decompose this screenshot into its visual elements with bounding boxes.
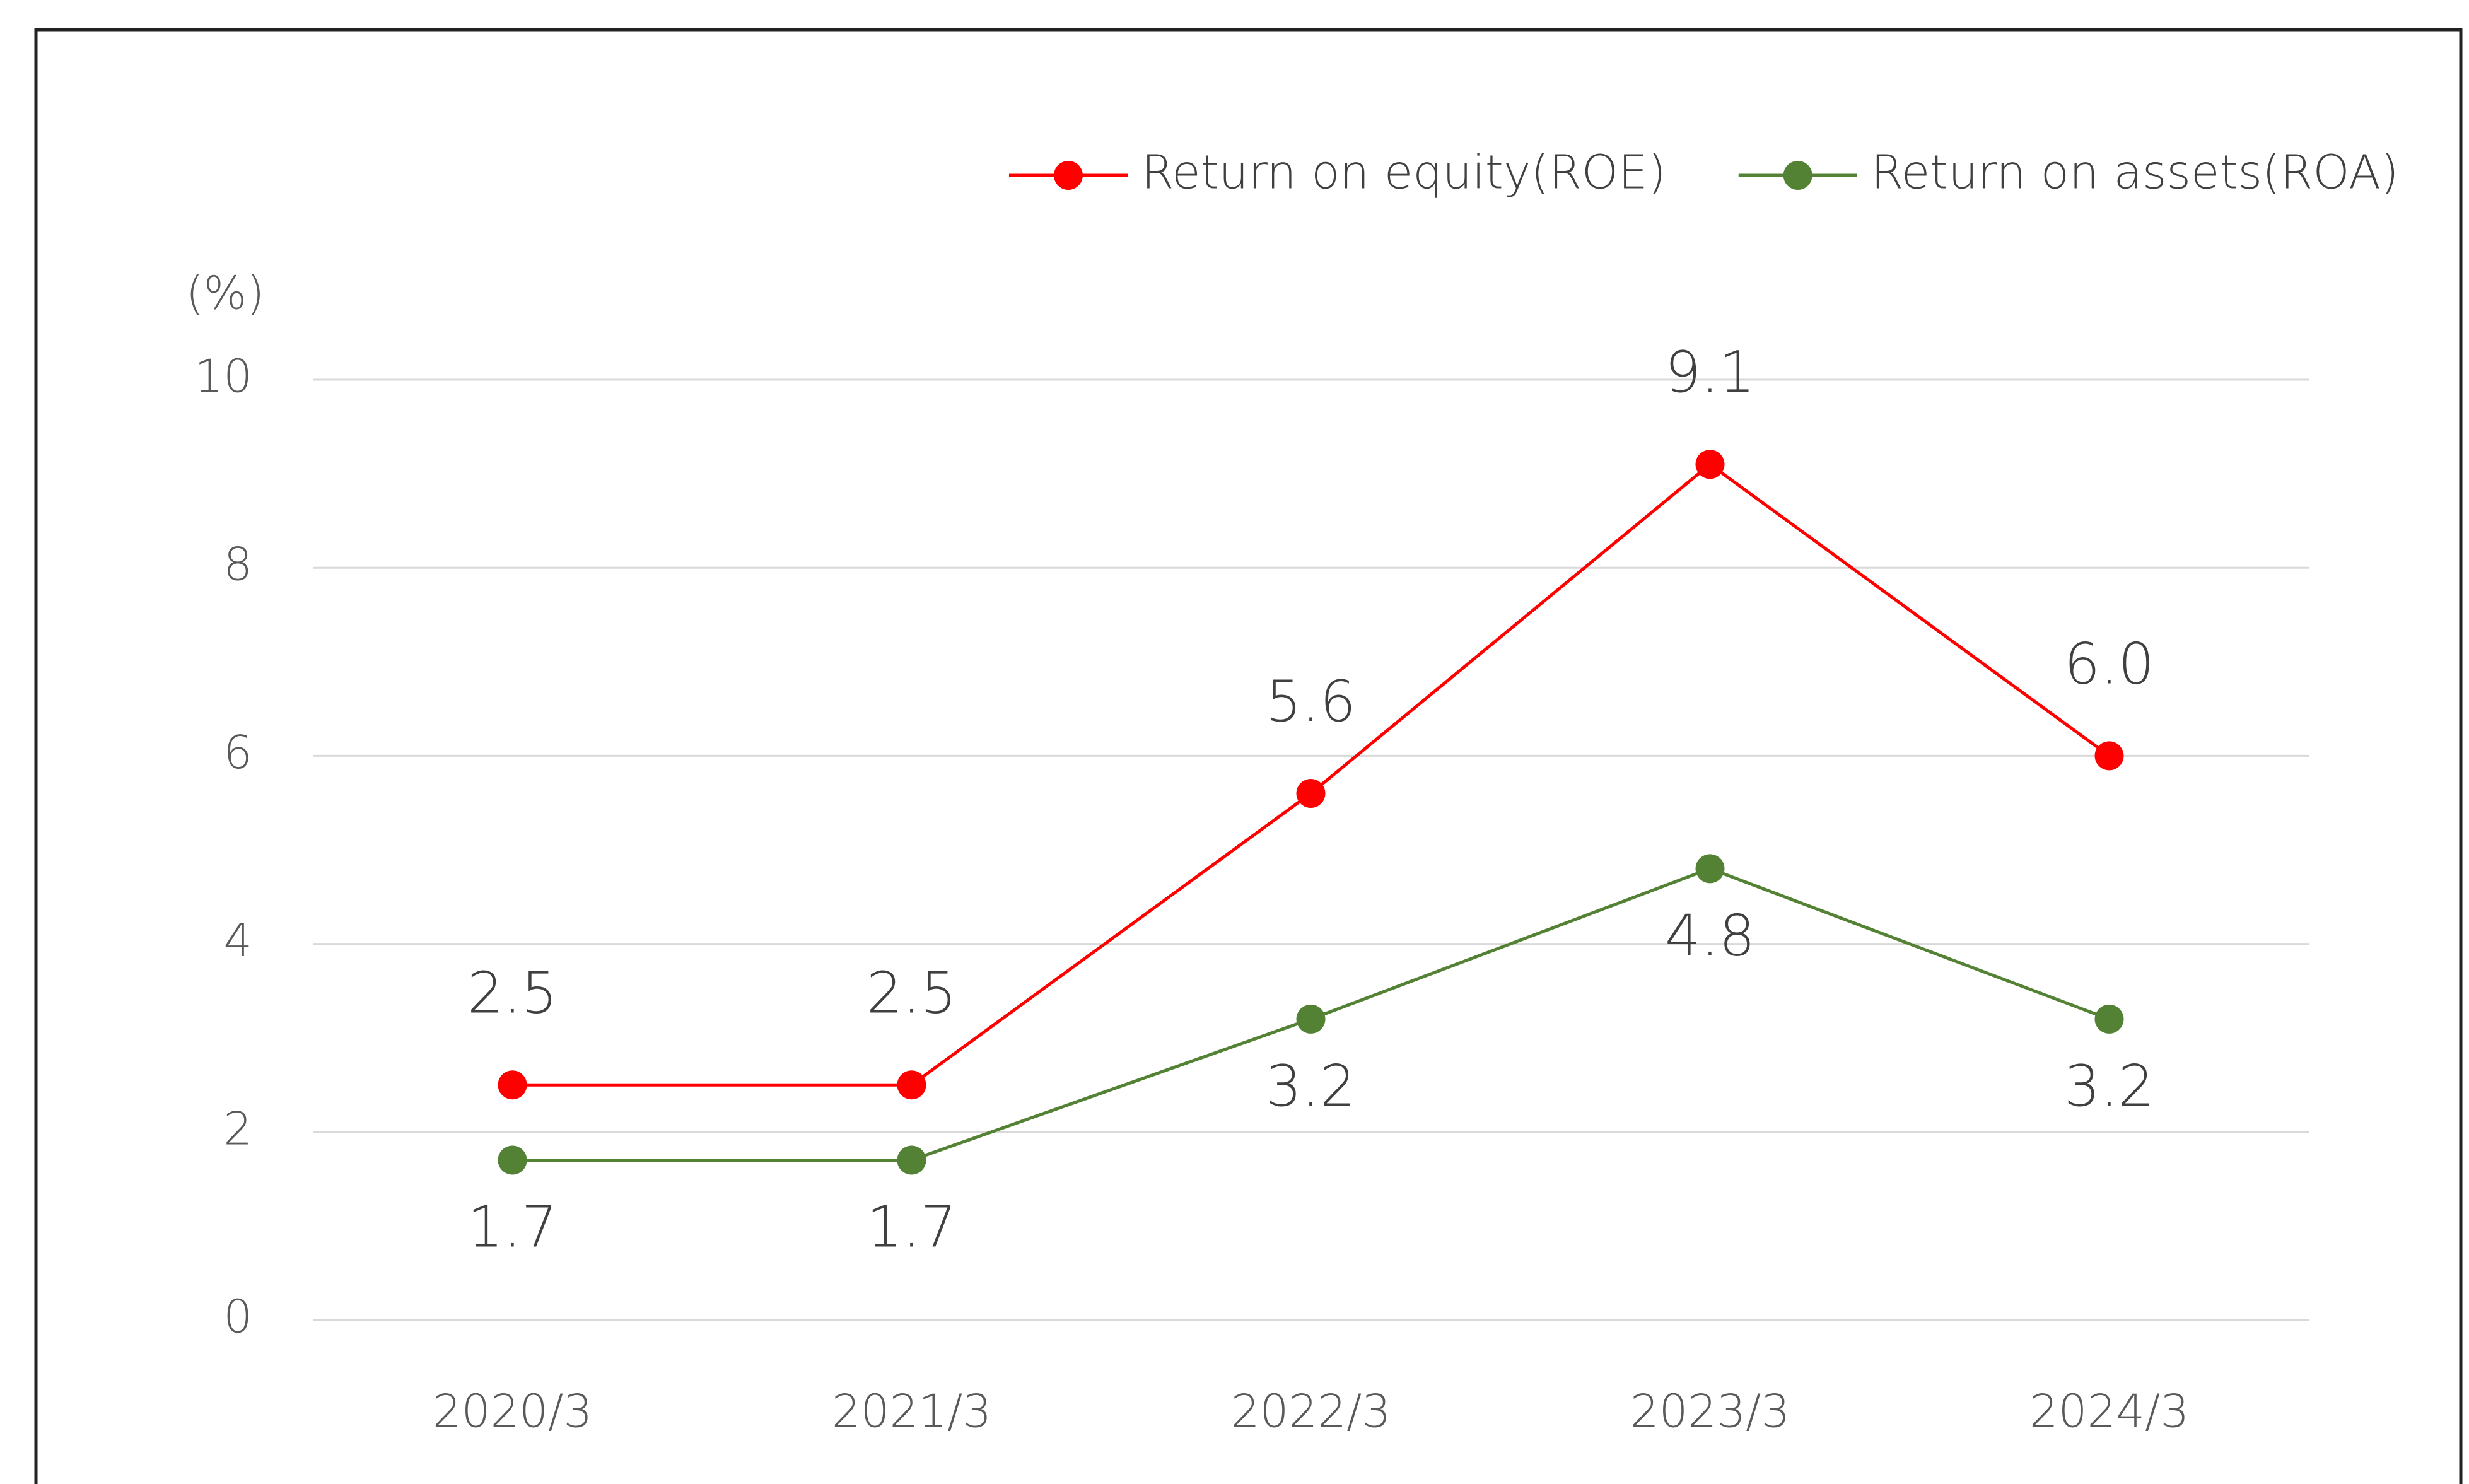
data-point [897,1145,926,1175]
x-tick-label: 2024/3 [2029,1385,2189,1438]
data-point [1695,450,1725,479]
chart-border [34,28,2463,1484]
data-point [897,1070,926,1100]
data-label: 6.0 [2064,631,2154,697]
data-label: 2.5 [467,960,557,1026]
x-tick-label: 2022/3 [1231,1385,1391,1438]
legend-label: Return on assets(ROA) [1871,146,2399,200]
data-label: 1.7 [467,1195,557,1261]
y-tick-label: 10 [194,350,252,403]
data-point [1296,1004,1326,1034]
y-axis-label: (%) [186,267,265,320]
data-label: 4.8 [1665,903,1755,969]
y-tick-label: 0 [223,1290,252,1343]
y-tick-label: 4 [223,914,252,967]
data-point [2094,741,2124,771]
y-tick-label: 2 [223,1102,252,1155]
legend-marker [1054,161,1083,190]
x-tick-label: 2023/3 [1630,1385,1790,1438]
data-label: 3.2 [2064,1053,2154,1119]
data-label: 2.5 [867,960,957,1026]
data-label: 1.7 [867,1195,957,1261]
legend-marker [1783,161,1812,190]
y-tick-label: 8 [223,538,252,591]
data-label: 9.1 [1665,339,1755,406]
data-point [1695,854,1725,884]
data-label: 5.6 [1266,669,1356,735]
data-label: 3.2 [1266,1053,1356,1119]
data-point [498,1070,527,1100]
series-line [512,462,2110,1087]
x-tick-label: 2021/3 [832,1385,991,1438]
legend-label: Return on equity(ROE) [1141,146,1666,200]
data-point [1296,779,1326,809]
data-point [498,1145,527,1175]
data-point [2094,1004,2124,1034]
x-tick-label: 2020/3 [433,1385,592,1438]
y-tick-label: 6 [223,726,252,779]
